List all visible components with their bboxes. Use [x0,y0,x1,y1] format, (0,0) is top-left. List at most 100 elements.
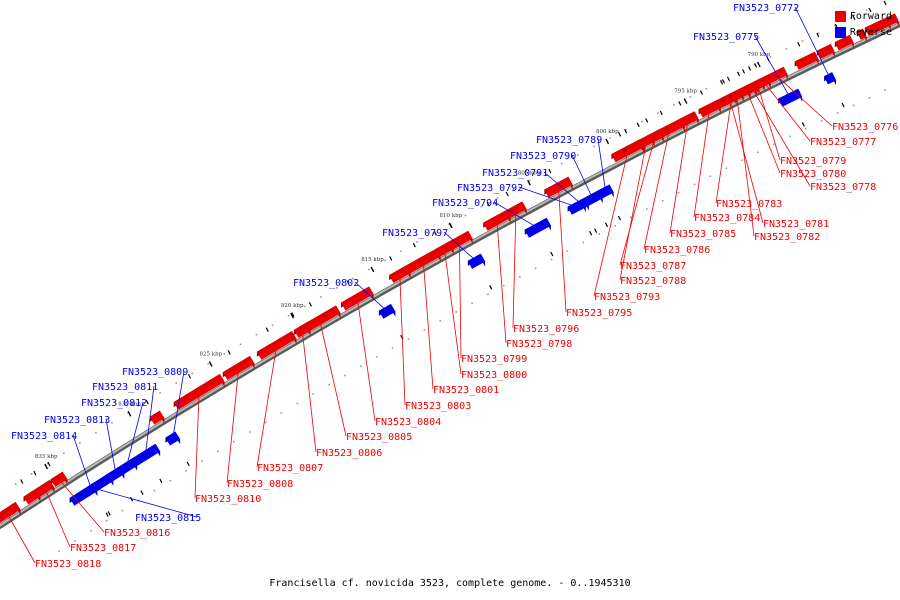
gene-fn3523-0772[interactable] [824,72,845,108]
gene-label[interactable]: FN3523_0787 [620,261,686,272]
gene-shadow-tick [145,399,149,405]
gene-label[interactable]: FN3523_0799 [461,354,527,365]
gene-label[interactable]: FN3523_0818 [35,559,101,570]
guide-dot [74,540,76,542]
gene-shadow-tick [617,215,621,221]
gene-top [256,331,297,360]
scale-tick [370,266,375,273]
gene-label[interactable]: FN3523_0783 [716,199,782,210]
leader-line [72,434,92,490]
gene-label[interactable]: FN3523_0778 [810,182,876,193]
guide-dot [407,338,410,340]
gene-label[interactable]: FN3523_0813 [44,415,110,426]
gene-label[interactable]: FN3523_0805 [346,432,412,443]
guide-dot [496,197,499,199]
scale-tick [527,180,531,186]
gene-label[interactable]: FN3523_0789 [536,135,602,146]
guide-dot [63,452,65,454]
gene-label[interactable]: FN3523_0784 [694,213,760,224]
gene-label[interactable]: FN3523_0814 [11,431,77,442]
gene-fn3523-0808[interactable] [222,350,255,380]
gene-top [0,502,21,523]
guide-dot [725,167,728,170]
gene-label[interactable]: FN3523_0772 [733,3,799,14]
gene-unlabeled[interactable] [20,479,41,505]
gene-fn3523-0795[interactable] [544,168,573,198]
gene-fn3523-0816[interactable] [47,461,68,487]
gene-label[interactable]: FN3523_0777 [810,137,876,148]
gene-top [107,466,125,482]
gene-label[interactable]: FN3523_0806 [316,448,382,459]
gene-label[interactable]: FN3523_0780 [780,169,846,180]
gene-label[interactable]: FN3523_0807 [257,463,323,474]
gene-label[interactable]: FN3523_0790 [510,151,576,162]
gene-fn3523-0789[interactable] [597,184,621,221]
guide-dot [423,329,426,331]
gene-label[interactable]: FN3523_0803 [405,401,471,412]
gene-top [544,176,573,198]
leader-line [226,367,240,484]
gene-fn3523-0809[interactable] [165,431,190,467]
guide-dot [852,104,855,107]
gene-label[interactable]: FN3523_0795 [566,308,632,319]
gene-label[interactable]: FN3523_0815 [135,513,201,524]
gene-shadow-tick [604,222,609,228]
gene-unlabeled[interactable] [834,23,854,51]
gene-label[interactable]: FN3523_0798 [506,339,572,350]
gene-unlabeled[interactable] [883,0,899,27]
gene-label[interactable]: FN3523_0775 [693,32,759,43]
guide-dot [480,205,483,208]
gene-label[interactable]: FN3523_0782 [754,232,820,243]
gene-label[interactable]: FN3523_0802 [293,278,359,289]
gene-label[interactable]: FN3523_0808 [227,479,293,490]
gene-label[interactable]: FN3523_0793 [594,292,660,303]
gene-label[interactable]: FN3523_0786 [644,245,710,256]
gene-unlabeled[interactable] [624,128,644,156]
gene-label[interactable]: FN3523_0812 [81,398,147,409]
gene-label[interactable]: FN3523_0801 [433,385,499,396]
gene-label[interactable]: FN3523_0809 [122,367,188,378]
gene-label[interactable]: FN3523_0779 [780,156,846,167]
gene-fn3523-0807[interactable] [256,327,297,360]
gene-fn3523-0811[interactable] [130,443,163,484]
gene-fn3523-0813[interactable] [107,466,134,502]
guide-dot [30,473,33,475]
gene-label[interactable]: FN3523_0804 [375,417,441,428]
gene-label[interactable]: FN3523_0810 [195,494,261,505]
gene-unlabeled[interactable] [145,399,165,425]
gene-label[interactable]: FN3523_0788 [620,276,686,287]
gene-fn3523-0794[interactable] [524,217,554,257]
gene-label[interactable]: FN3523_0816 [104,528,170,539]
leader-line [144,385,155,456]
gene-fn3523-0775[interactable] [778,88,805,127]
gene-unlabeled[interactable] [794,42,819,70]
gene-shadow-tick [659,110,663,116]
gene-label[interactable]: FN3523_0785 [670,229,736,240]
gene-fn3523-0784[interactable] [698,90,721,118]
gene-label[interactable]: FN3523_0800 [461,370,527,381]
guide-dot [614,224,616,227]
gene-label[interactable]: FN3523_0797 [382,228,448,239]
gene-label[interactable]: FN3523_0811 [92,382,158,393]
gene-fn3523-0802[interactable] [378,304,404,340]
gene-fn3523-0797[interactable] [467,253,493,290]
gene-fn3523-0782[interactable] [726,76,744,102]
gene-unlabeled[interactable] [864,7,891,36]
gene-label[interactable]: FN3523_0791 [482,168,548,179]
guide-dot [185,470,187,472]
gene-fn3523-0814[interactable] [69,473,114,517]
gene-unlabeled[interactable] [852,15,867,42]
gene-fn3523-0818[interactable] [0,496,21,524]
gene-label[interactable]: FN3523_0796 [513,324,579,335]
gene-label[interactable]: FN3523_0776 [832,122,898,133]
legend-item-forward: Forward [834,8,892,24]
gene-label[interactable]: FN3523_0781 [763,219,829,230]
scale-tick-label: 830 kbp [118,401,141,407]
gene-label[interactable]: FN3523_0794 [432,198,498,209]
gene-unlabeled[interactable] [816,32,835,59]
gene-fn3523-0810[interactable] [173,374,225,410]
gene-fn3523-0800[interactable] [433,231,454,258]
gene-label[interactable]: FN3523_0817 [70,543,136,554]
gene-label[interactable]: FN3523_0792 [457,183,523,194]
guide-dot [159,392,161,394]
